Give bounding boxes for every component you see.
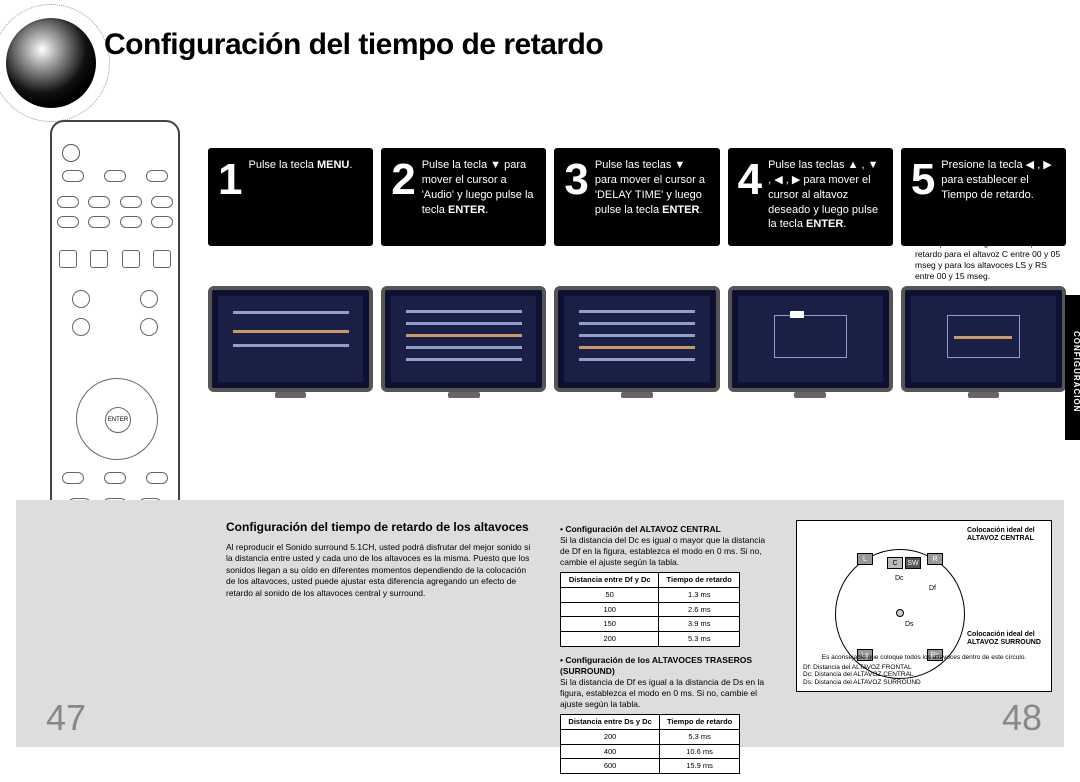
lower-panel: Configuración del tiempo de retardo de l… <box>16 500 1064 747</box>
page-title: Configuración del tiempo de retardo <box>104 28 603 62</box>
tv-screen-5 <box>901 286 1066 392</box>
config-note: •Usted puede configurar el tiempo de ret… <box>908 238 1064 282</box>
tv-screens-row <box>208 286 1066 392</box>
central-heading: • Configuración del ALTAVOZ CENTRAL <box>560 524 770 535</box>
speaker-delay-heading: Configuración del tiempo de retardo de l… <box>226 520 536 534</box>
logo-spiral <box>6 18 96 108</box>
central-text: Si la distancia del Dc es igual o mayor … <box>560 535 770 568</box>
step-4: 4Pulse las teclas ▲ , ▼ , ◀ , ▶ para mov… <box>728 148 893 246</box>
step-1-text: Pulse la tecla MENU. <box>248 158 352 232</box>
placement-diagram: L R C SW Ls Rs Dc Df Ds Colocación ideal… <box>796 520 1052 692</box>
step-2: 2Pulse la tecla ▼ para mover el cursor a… <box>381 148 546 246</box>
diagram-footer: Es aconsejable que coloque todos los alt… <box>803 654 1045 687</box>
middle-column: • Configuración del ALTAVOZ CENTRAL Si l… <box>560 520 770 782</box>
page-number-left: 47 <box>46 697 86 739</box>
step-1: 1Pulse la tecla MENU. <box>208 148 373 246</box>
page-number-right: 48 <box>1002 697 1042 739</box>
step-5: 5Presione la tecla ◀ , ▶ para establecer… <box>901 148 1066 246</box>
step-4-text: Pulse las teclas ▲ , ▼ , ◀ , ▶ para move… <box>768 158 883 232</box>
diagram-legend-top: Colocación ideal del ALTAVOZ CENTRAL <box>967 527 1045 544</box>
surround-text: Si la distancia de Df es igual a la dist… <box>560 677 770 710</box>
steps-row: 1Pulse la tecla MENU. 2Pulse la tecla ▼ … <box>208 148 1066 246</box>
left-column: Configuración del tiempo de retardo de l… <box>226 520 536 599</box>
step-3: 3Pulse las teclas ▼ para mover el cursor… <box>554 148 719 246</box>
step-5-text: Presione la tecla ◀ , ▶ para establecer … <box>941 158 1056 232</box>
speaker-delay-body: Al reproducir el Sonido surround 5.1CH, … <box>226 542 536 599</box>
table-central: Distancia entre Df y DcTiempo de retardo… <box>560 572 740 647</box>
tv-screen-2 <box>381 286 546 392</box>
table-surround: Distancia entre Ds y DcTiempo de retardo… <box>560 714 740 774</box>
step-2-text: Pulse la tecla ▼ para mover el cursor a … <box>422 158 537 232</box>
step-3-text: Pulse las teclas ▼ para mover el cursor … <box>595 158 710 232</box>
tv-screen-4 <box>728 286 893 392</box>
diagram-legend-side: Colocación ideal del ALTAVOZ SURROUND <box>967 631 1045 648</box>
right-column: L R C SW Ls Rs Dc Df Ds Colocación ideal… <box>796 520 1052 692</box>
section-tab: CONFIGURACIÓN <box>1065 295 1080 440</box>
tv-screen-1 <box>208 286 373 392</box>
surround-heading: • Configuración de los ALTAVOCES TRASERO… <box>560 655 770 677</box>
tv-screen-3 <box>554 286 719 392</box>
